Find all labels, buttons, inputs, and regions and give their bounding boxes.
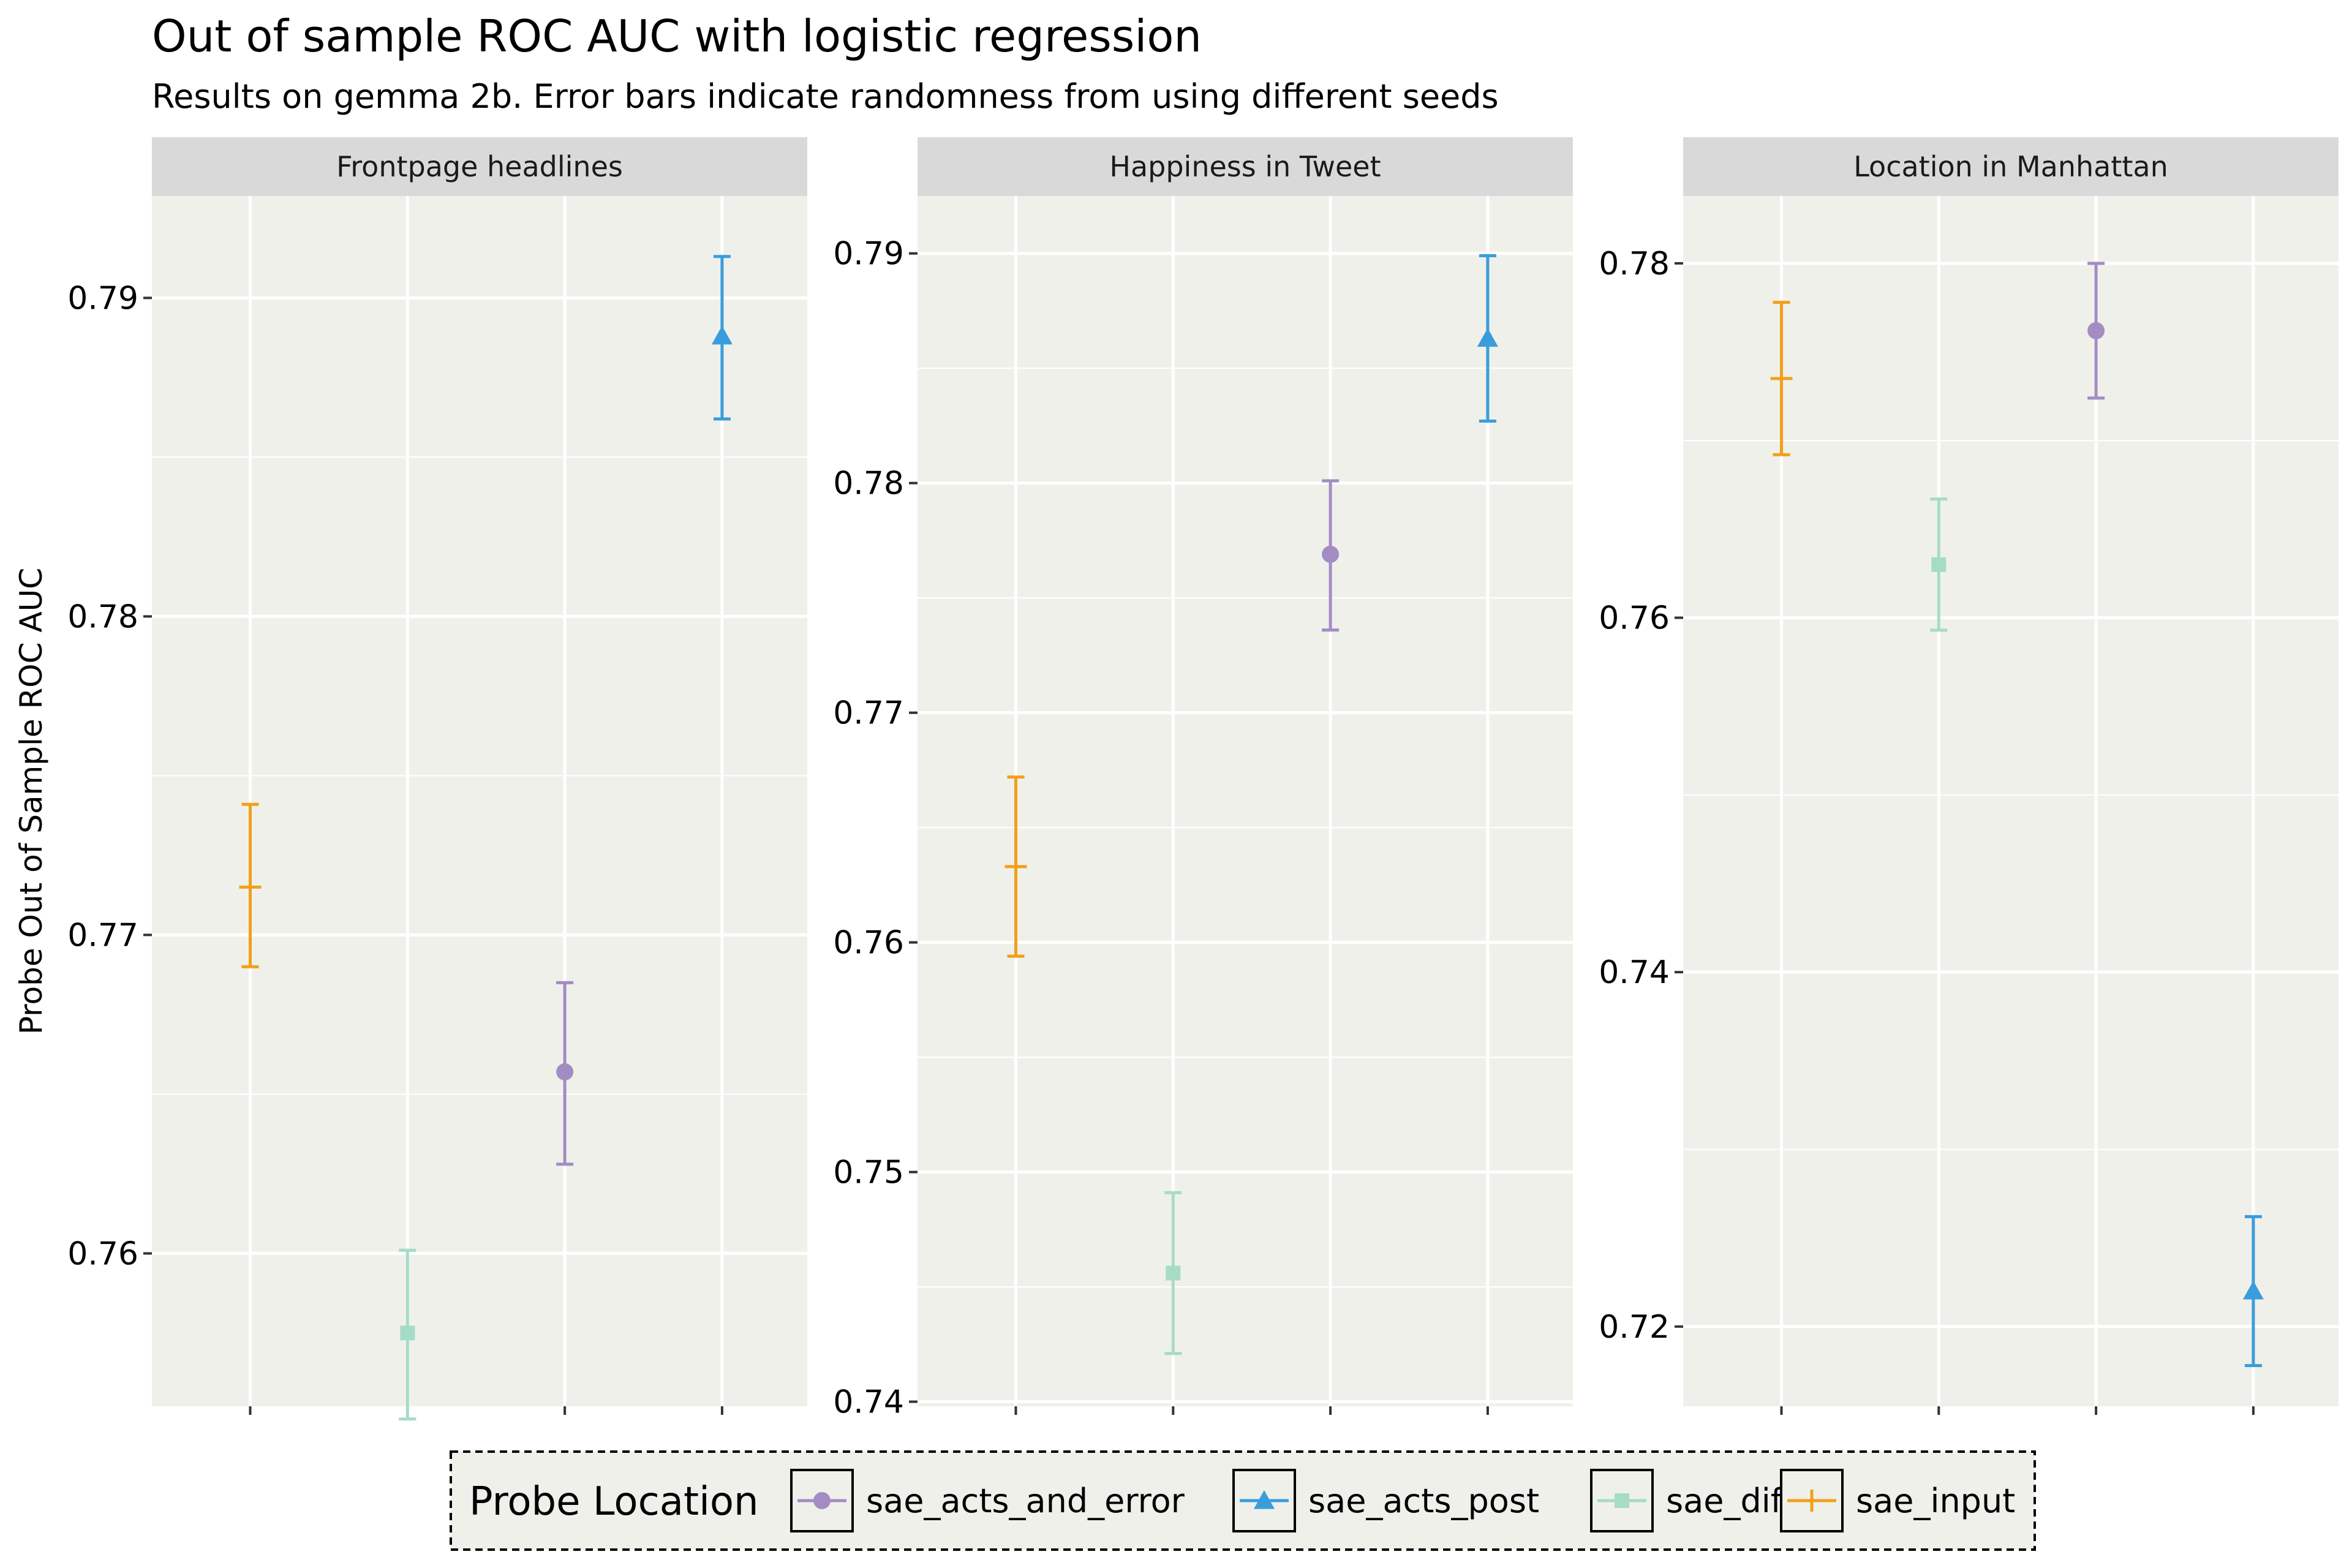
point-sae_input — [1005, 775, 1027, 958]
point-sae_diff — [1930, 497, 1948, 632]
point-sae_input — [1770, 301, 1793, 456]
legend-entry-sae_input: sae_input — [1780, 1469, 2015, 1532]
legend-entry-sae_acts_post: sae_acts_post — [1232, 1469, 1539, 1532]
point-marker-sae_acts_post — [711, 325, 733, 345]
plot-background — [1683, 196, 2339, 1406]
point-marker-sae_acts_and_error — [556, 1063, 574, 1080]
y-tick-label: 0.78 — [67, 598, 138, 635]
point-sae_input — [239, 802, 262, 968]
y-tick-label: 0.74 — [1599, 954, 1670, 991]
y-tick-label: 0.77 — [67, 917, 138, 954]
y-tick-label: 0.78 — [833, 466, 904, 502]
y-tick-label: 0.76 — [1599, 600, 1670, 637]
point-sae_acts_and_error — [556, 981, 574, 1166]
y-tick-label: 0.78 — [1599, 246, 1670, 282]
point-marker-sae_acts_post — [2242, 1280, 2264, 1300]
plot-background — [918, 196, 1573, 1406]
y-tick-label: 0.77 — [833, 695, 904, 732]
facet-strip-label: Happiness in Tweet — [1109, 150, 1381, 183]
panel-location-in-manhattan: Location in Manhattan 0.72 0.74 0.76 0.78 — [1599, 137, 2339, 1415]
point-marker-sae_acts_and_error — [1322, 545, 1340, 563]
point-marker-sae_input — [1005, 855, 1027, 878]
facet-strip — [152, 137, 807, 196]
facet-strip-label: Location in Manhattan — [1853, 150, 2168, 183]
point-marker-sae_input — [239, 876, 262, 899]
point-marker-sae_diff — [1931, 557, 1947, 572]
legend-key-marker — [813, 1492, 831, 1509]
panel-frontpage-headlines: Frontpage headlines 0.76 0.77 0.78 0.79 — [67, 137, 807, 1421]
facet-strip — [1683, 137, 2339, 196]
y-tick-label: 0.79 — [833, 236, 904, 273]
legend-entry-sae_acts_and_error: sae_acts_and_error — [790, 1469, 1185, 1532]
y-tick-label: 0.75 — [833, 1155, 904, 1191]
point-marker-sae_acts_post — [1477, 328, 1498, 347]
chart-title: Out of sample ROC AUC with logistic regr… — [152, 10, 1202, 62]
legend-key-marker — [1254, 1490, 1275, 1509]
legend-box — [450, 1450, 2036, 1551]
point-marker-sae_diff — [400, 1325, 415, 1341]
legend-label: sae_input — [1856, 1482, 2015, 1520]
y-tick-label: 0.79 — [67, 280, 138, 317]
y-axis-title: Probe Out of Sample ROC AUC — [13, 568, 49, 1035]
y-tick-label: 0.74 — [833, 1384, 904, 1421]
chart-subtitle: Results on gemma 2b. Error bars indicate… — [152, 77, 1499, 116]
facet-strip — [918, 137, 1573, 196]
facet-strip-label: Frontpage headlines — [336, 150, 623, 183]
panel-happiness-in-tweet: Happiness in Tweet 0.74 0.75 0.76 0.77 0.78 0.… — [833, 137, 1573, 1421]
point-sae_acts_post — [2242, 1215, 2264, 1367]
facet-panels: Frontpage headlines0.760.770.780.79Happi… — [67, 137, 2339, 1421]
legend-label: sae_diff — [1666, 1482, 1795, 1520]
point-marker-sae_input — [1770, 367, 1793, 390]
legend-entry-sae_diff: sae_diff — [1590, 1469, 1795, 1532]
point-sae_acts_post — [711, 255, 733, 421]
point-sae_acts_post — [1477, 254, 1498, 423]
point-sae_acts_and_error — [2087, 262, 2105, 400]
y-tick-label: 0.72 — [1599, 1309, 1670, 1346]
legend-title: Probe Location — [469, 1479, 759, 1525]
legend-key-marker — [1615, 1493, 1629, 1508]
point-sae_diff — [1164, 1191, 1182, 1355]
point-marker-sae_diff — [1166, 1265, 1181, 1281]
y-tick-label: 0.76 — [833, 925, 904, 962]
point-sae_diff — [399, 1248, 417, 1421]
legend: Probe Location sae_acts_and_error sae_acts… — [450, 1450, 2036, 1551]
plot-background — [152, 196, 807, 1406]
legend-key-marker — [1801, 1490, 1823, 1512]
legend-label: sae_acts_and_error — [866, 1482, 1185, 1520]
legend-label: sae_acts_post — [1308, 1482, 1539, 1520]
point-marker-sae_acts_and_error — [2087, 322, 2105, 339]
y-tick-label: 0.76 — [67, 1235, 138, 1272]
point-sae_acts_and_error — [1322, 479, 1340, 632]
